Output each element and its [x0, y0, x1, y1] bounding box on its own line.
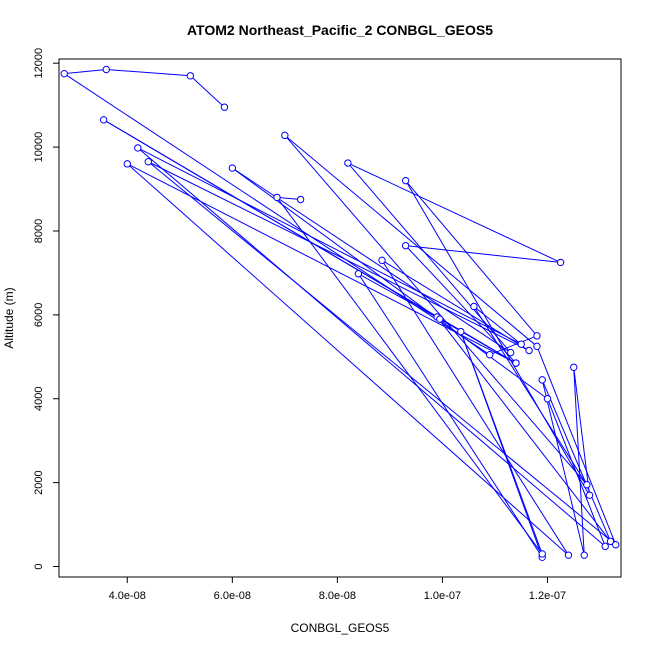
data-point — [60, 69, 68, 78]
data-point — [512, 359, 520, 367]
series-line-segment — [284, 134, 538, 347]
data-point — [525, 346, 533, 355]
data-point — [144, 158, 152, 166]
data-point — [220, 103, 229, 111]
data-point — [344, 159, 352, 167]
data-point — [281, 131, 289, 140]
data-point — [401, 176, 410, 185]
data-point — [606, 537, 615, 546]
series-line-segment — [460, 331, 543, 555]
data-point — [556, 258, 565, 267]
x-axis-label: CONBGL_GEOS5 — [291, 621, 390, 635]
data-point — [470, 302, 478, 311]
y-tick-label: 6000 — [33, 303, 45, 327]
series-layer — [60, 65, 620, 561]
series-line-segment — [347, 162, 561, 263]
data-point — [296, 195, 305, 204]
data-point — [543, 395, 552, 403]
series-line-segment — [276, 196, 301, 201]
y-axis-label: Altitude (m) — [2, 287, 16, 348]
data-point — [583, 481, 591, 489]
plot-frame — [58, 58, 622, 578]
y-tick-label: 12000 — [33, 48, 45, 79]
data-point — [538, 550, 546, 558]
data-point — [457, 327, 465, 336]
y-tick-label: 0 — [33, 563, 45, 569]
data-point — [273, 193, 281, 202]
series-line-segment — [473, 306, 588, 485]
series-line-segment — [358, 273, 441, 320]
x-tick-label: 1.0e-07 — [424, 590, 461, 602]
x-tick-label: 4.0e-08 — [109, 590, 146, 602]
data-point — [564, 551, 573, 559]
series-line-segment — [106, 68, 191, 77]
data-point — [436, 315, 444, 323]
data-point — [378, 256, 386, 265]
series-line-segment — [489, 335, 538, 356]
series-line-segment — [573, 367, 585, 556]
series-line-segment — [381, 259, 530, 351]
series-line-segment — [137, 147, 606, 547]
series-line-segment — [357, 273, 543, 558]
data-point — [99, 116, 108, 124]
data-point — [517, 340, 525, 348]
data-point — [102, 65, 110, 74]
data-point — [123, 160, 131, 168]
x-axis: 4.0e-08 6.0e-08 8.0e-08 1.0e-07 1.2e-07 — [109, 576, 566, 602]
data-point — [401, 241, 410, 250]
series-line-segment — [232, 167, 548, 400]
data-point — [612, 541, 620, 549]
data-point — [485, 351, 494, 359]
data-point — [228, 164, 237, 172]
data-point — [585, 491, 594, 499]
series-line-segment — [63, 73, 490, 356]
series-line-segment — [436, 316, 611, 542]
y-axis: 0 2000 4000 6000 8000 10000 12000 — [33, 48, 60, 570]
data-point — [134, 144, 142, 152]
series-line-segment — [137, 147, 522, 345]
series-line-segment — [541, 379, 611, 542]
series-line-segment — [405, 180, 538, 337]
data-point — [533, 342, 541, 351]
series-line-segment — [439, 318, 517, 364]
x-tick-label: 6.0e-08 — [214, 590, 251, 602]
series-line-segment — [536, 346, 617, 545]
y-tick-label: 4000 — [33, 386, 45, 410]
data-point — [354, 270, 363, 278]
series-line-segment — [473, 306, 522, 345]
series-line-segment — [284, 135, 588, 486]
y-tick-label: 2000 — [33, 470, 45, 494]
series-line-segment — [189, 75, 225, 108]
data-point — [570, 363, 578, 371]
data-point — [186, 72, 195, 80]
series-line-segment — [541, 379, 585, 556]
data-point — [507, 348, 515, 357]
data-point — [601, 542, 609, 551]
data-point — [538, 376, 546, 384]
data-point — [533, 332, 541, 340]
series-line-segment — [573, 367, 590, 496]
series-line-segment — [64, 68, 107, 75]
series-line-segment — [127, 163, 517, 364]
y-tick-label: 8000 — [33, 219, 45, 243]
series-line-segment — [148, 161, 530, 351]
series-line-segment — [381, 260, 569, 556]
y-tick-label: 10000 — [33, 132, 45, 163]
series-line-segment — [405, 245, 561, 263]
chart-title: ATOM2 Northeast_Pacific_2 CONBGL_GEOS5 — [187, 22, 493, 38]
x-tick-label: 1.2e-07 — [529, 590, 566, 602]
series-line-segment — [276, 197, 543, 555]
x-tick-label: 8.0e-08 — [319, 590, 356, 602]
series-line-segment — [147, 161, 617, 546]
data-point — [580, 551, 588, 559]
